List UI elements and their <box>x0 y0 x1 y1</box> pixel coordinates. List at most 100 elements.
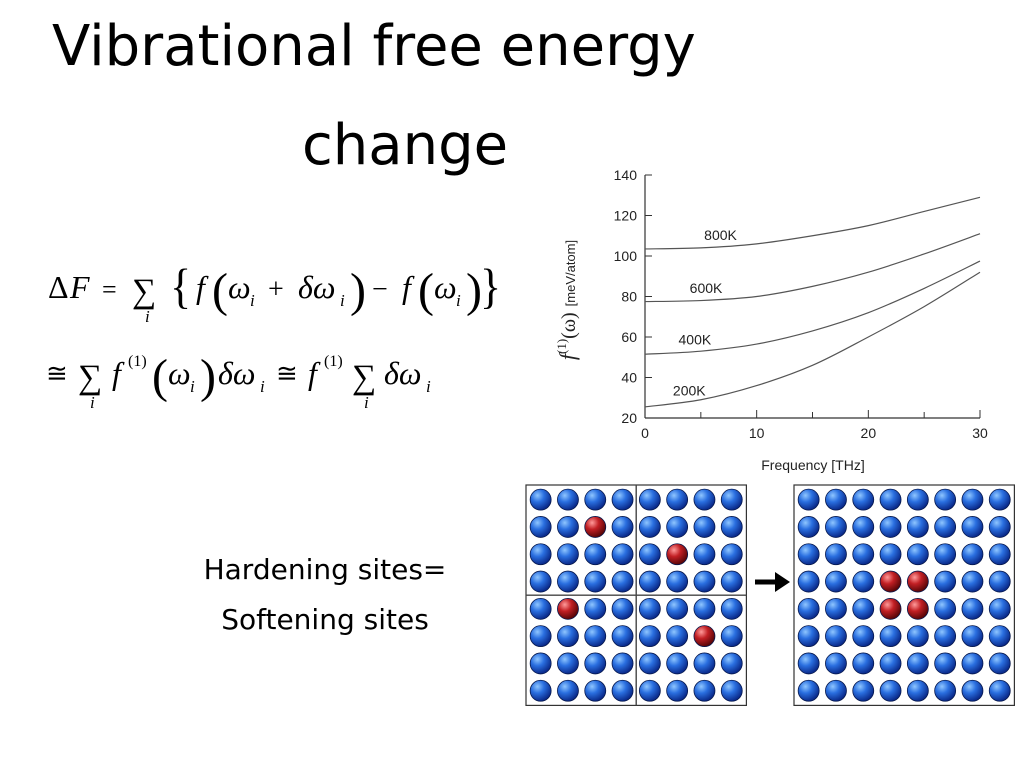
svg-text:Δ: Δ <box>48 269 69 305</box>
blue-atom <box>557 652 579 675</box>
blue-atom <box>693 597 716 620</box>
chart-x-axis-label: Frequency [THz] <box>761 457 864 473</box>
svg-text:i: i <box>260 377 265 396</box>
blue-atom <box>557 488 579 511</box>
red-atom <box>879 597 902 620</box>
blue-atom <box>906 679 929 702</box>
svg-text:δω: δω <box>384 355 421 391</box>
svg-text:i: i <box>190 377 195 396</box>
blue-atom <box>852 488 875 511</box>
blue-atom <box>934 597 957 620</box>
blue-atom <box>584 597 607 620</box>
svg-text:ω: ω <box>228 269 251 305</box>
chart-lines: 800K 600K 400K 200K <box>644 196 981 408</box>
blue-atom <box>557 570 579 593</box>
lattice-after <box>793 484 1015 706</box>
red-atom <box>906 597 929 620</box>
blue-atom <box>934 625 957 648</box>
blue-atom <box>638 543 661 566</box>
blue-atom <box>666 679 689 702</box>
blue-atom <box>638 597 661 620</box>
blue-atom <box>852 570 875 593</box>
svg-text:=: = <box>102 275 117 304</box>
svg-text:−: − <box>372 274 388 305</box>
blue-atom <box>720 652 743 675</box>
blue-atom <box>825 679 847 702</box>
y-tick-label: 80 <box>621 289 637 305</box>
blue-atom <box>934 570 957 593</box>
blue-atom <box>638 652 661 675</box>
svg-text:(1): (1) <box>128 353 147 370</box>
red-atom <box>666 543 689 566</box>
series-label: 400K <box>679 331 712 347</box>
blue-atom <box>825 488 847 511</box>
blue-atom <box>906 543 929 566</box>
blue-atom <box>529 543 552 566</box>
red-atom <box>693 625 716 648</box>
lattice-before <box>525 484 747 706</box>
svg-text:δω: δω <box>298 269 335 305</box>
equation-block: Δ F = ∑ i { f ( ω i + δω i ) − f ( ω i )… <box>0 0 540 435</box>
svg-text:(1): (1) <box>324 353 343 370</box>
blue-atom <box>906 516 929 538</box>
series-label: 200K <box>673 382 706 398</box>
blue-atom <box>666 516 689 538</box>
blue-atom <box>961 652 984 675</box>
blue-atom <box>934 679 957 702</box>
blue-atom <box>557 625 579 648</box>
blue-atom <box>611 488 634 511</box>
blue-atom <box>720 488 743 511</box>
svg-text:i: i <box>364 393 369 412</box>
svg-text:∑: ∑ <box>132 273 156 310</box>
blue-atom <box>529 516 552 538</box>
svg-text:∑: ∑ <box>352 359 376 396</box>
svg-text:(: ( <box>418 264 434 317</box>
blue-atom <box>638 570 661 593</box>
svg-text:i: i <box>340 291 345 310</box>
blue-atom <box>584 652 607 675</box>
blue-atom <box>611 625 634 648</box>
blue-atom <box>529 625 552 648</box>
equation-svg: Δ F = ∑ i { f ( ω i + δω i ) − f ( ω i )… <box>46 261 501 412</box>
series-line-800K <box>644 196 981 250</box>
blue-atom <box>906 652 929 675</box>
svg-text:}: } <box>480 261 501 314</box>
blue-atom <box>934 652 957 675</box>
blue-atom <box>879 543 902 566</box>
blue-atom <box>611 570 634 593</box>
blue-atom <box>906 488 929 511</box>
blue-atom <box>879 625 902 648</box>
blue-atom <box>797 516 820 538</box>
red-atom <box>879 570 902 593</box>
red-atom <box>584 516 607 538</box>
svg-text:+: + <box>268 274 284 305</box>
svg-text:∑: ∑ <box>78 359 102 396</box>
blue-atom <box>666 625 689 648</box>
svg-text:): ) <box>466 264 482 317</box>
blue-atom <box>557 516 579 538</box>
blue-atom <box>961 488 984 511</box>
blue-atom <box>638 679 661 702</box>
blue-atom <box>988 543 1011 566</box>
svg-text:≅: ≅ <box>46 359 68 388</box>
blue-atom <box>797 652 820 675</box>
series-line-600K <box>644 233 981 303</box>
blue-atom <box>611 652 634 675</box>
blue-atom <box>666 597 689 620</box>
blue-atom <box>852 679 875 702</box>
blue-atom <box>879 679 902 702</box>
blue-atom <box>693 488 716 511</box>
blue-atom <box>852 625 875 648</box>
blue-atom <box>720 516 743 538</box>
y-tick-label: 120 <box>614 208 638 224</box>
blue-atom <box>693 652 716 675</box>
caption: Hardening sites= Softening sites <box>170 545 480 645</box>
svg-text:(: ( <box>212 264 228 317</box>
blue-atom <box>825 652 847 675</box>
blue-atom <box>720 597 743 620</box>
blue-atom <box>825 625 847 648</box>
series-line-400K <box>644 260 981 355</box>
blue-atom <box>934 543 957 566</box>
caption-line-1: Hardening sites= <box>203 553 447 586</box>
